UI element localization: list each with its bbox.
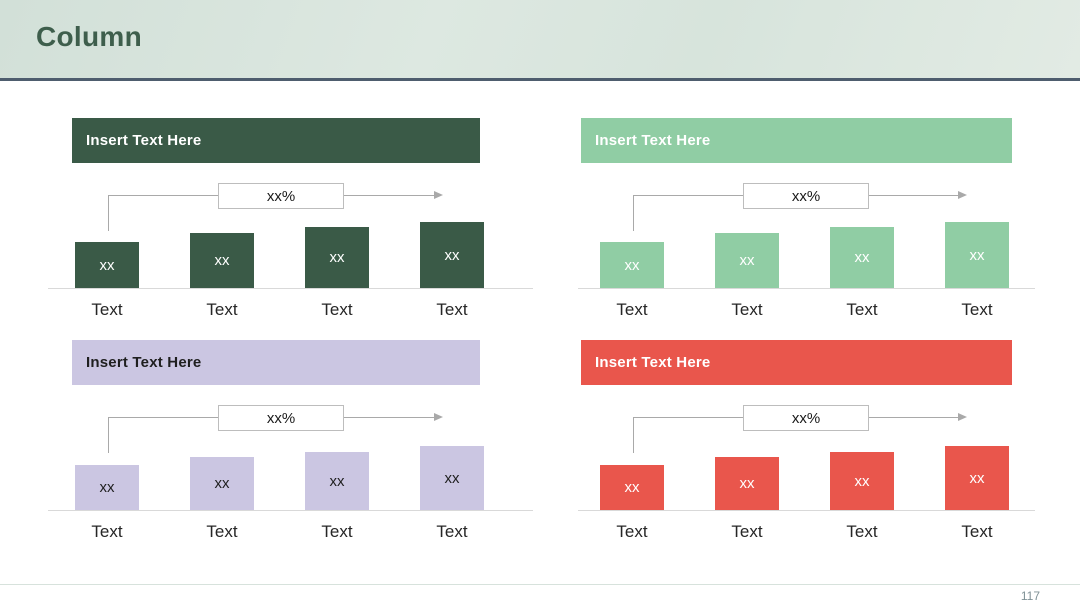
category-label: Text — [731, 522, 763, 541]
category-label: Text — [206, 300, 238, 319]
bar[interactable]: xx — [830, 227, 894, 288]
chart-title-bar[interactable]: Insert Text Here — [72, 118, 480, 163]
category-label: Text — [961, 300, 993, 319]
category-label: Text — [846, 522, 878, 541]
chart-panel-bottom-left: Insert Text Here xx% xx xx xx xx Text Te… — [48, 332, 548, 557]
bar[interactable]: xx — [830, 452, 894, 510]
chart-panel-top-right: Insert Text Here xx% xx xx xx xx Text Te… — [560, 110, 1060, 335]
chart-title-bar[interactable]: Insert Text Here — [72, 340, 480, 385]
annotation-value-box[interactable]: xx% — [218, 405, 344, 431]
bar-value-label: xx — [99, 479, 115, 496]
axis-baseline — [48, 510, 533, 511]
bar[interactable]: xx — [600, 465, 664, 510]
axis-baseline — [578, 288, 1035, 289]
annotation-label: xx% — [791, 187, 821, 205]
arrow-right-icon — [958, 191, 967, 199]
category-label: Text — [436, 300, 468, 319]
page-title: Column — [36, 21, 143, 52]
bar-value-label: xx — [969, 246, 985, 264]
annotation-connector-line — [633, 195, 634, 231]
category-label: Text — [846, 300, 878, 319]
bar[interactable]: xx — [600, 242, 664, 288]
bar[interactable]: xx — [75, 465, 139, 510]
annotation-connector-line — [108, 195, 109, 231]
bar-value-label: xx — [99, 256, 115, 274]
chart-panel-top-left: Insert Text Here xx% xx xx xx xx Text Te… — [48, 110, 548, 335]
category-label: Text — [206, 522, 238, 541]
bar-value-label: xx — [624, 256, 640, 274]
chart-title: Insert Text Here — [86, 132, 202, 149]
category-label: Text — [616, 522, 648, 541]
bar[interactable]: xx — [420, 222, 484, 288]
arrow-right-icon — [434, 191, 443, 199]
bar-value-label: xx — [969, 469, 985, 487]
category-label: Text — [731, 300, 763, 319]
category-label: Text — [321, 522, 353, 541]
category-label: Text — [961, 522, 993, 541]
bar[interactable]: xx — [945, 222, 1009, 288]
category-label: Text — [321, 300, 353, 319]
bar-value-label: xx — [739, 252, 755, 269]
category-label: Text — [91, 300, 123, 319]
annotation-value-box[interactable]: xx% — [218, 183, 344, 209]
bar[interactable]: xx — [945, 446, 1009, 510]
bar[interactable]: xx — [305, 227, 369, 288]
bar-value-label: xx — [444, 469, 460, 487]
category-label: Text — [91, 522, 123, 541]
arrow-right-icon — [434, 413, 443, 421]
axis-baseline — [48, 288, 533, 289]
chart-title-bar[interactable]: Insert Text Here — [581, 340, 1012, 385]
chart-panel-bottom-right: Insert Text Here xx% xx xx xx xx Text Te… — [560, 332, 1060, 557]
bar-value-label: xx — [329, 472, 345, 490]
annotation-label: xx% — [266, 409, 296, 427]
bar-value-label: xx — [214, 475, 230, 492]
bar[interactable]: xx — [190, 233, 254, 288]
bar[interactable]: xx — [715, 233, 779, 288]
page-number: 117 — [1020, 589, 1040, 603]
bar[interactable]: xx — [305, 452, 369, 510]
chart-title: Insert Text Here — [595, 132, 711, 149]
bar[interactable]: xx — [715, 457, 779, 510]
bar-value-label: xx — [444, 246, 460, 264]
footer-divider — [0, 584, 1080, 585]
annotation-label: xx% — [791, 409, 821, 427]
bar-value-label: xx — [624, 479, 640, 496]
annotation-connector-line — [633, 417, 634, 453]
arrow-right-icon — [958, 413, 967, 421]
bar-value-label: xx — [854, 249, 870, 266]
annotation-connector-line — [108, 417, 109, 453]
bar-value-label: xx — [854, 472, 870, 490]
bar[interactable]: xx — [420, 446, 484, 510]
chart-title-bar[interactable]: Insert Text Here — [581, 118, 1012, 163]
bar-value-label: xx — [739, 475, 755, 492]
annotation-value-box[interactable]: xx% — [743, 183, 869, 209]
bar[interactable]: xx — [75, 242, 139, 288]
chart-title: Insert Text Here — [595, 354, 711, 371]
category-label: Text — [436, 522, 468, 541]
annotation-value-box[interactable]: xx% — [743, 405, 869, 431]
category-label: Text — [616, 300, 648, 319]
chart-title: Insert Text Here — [86, 354, 202, 371]
bar-value-label: xx — [329, 249, 345, 266]
bar[interactable]: xx — [190, 457, 254, 510]
annotation-label: xx% — [266, 187, 296, 205]
slide-header-banner: Column — [0, 0, 1080, 81]
axis-baseline — [578, 510, 1035, 511]
bar-value-label: xx — [214, 252, 230, 269]
